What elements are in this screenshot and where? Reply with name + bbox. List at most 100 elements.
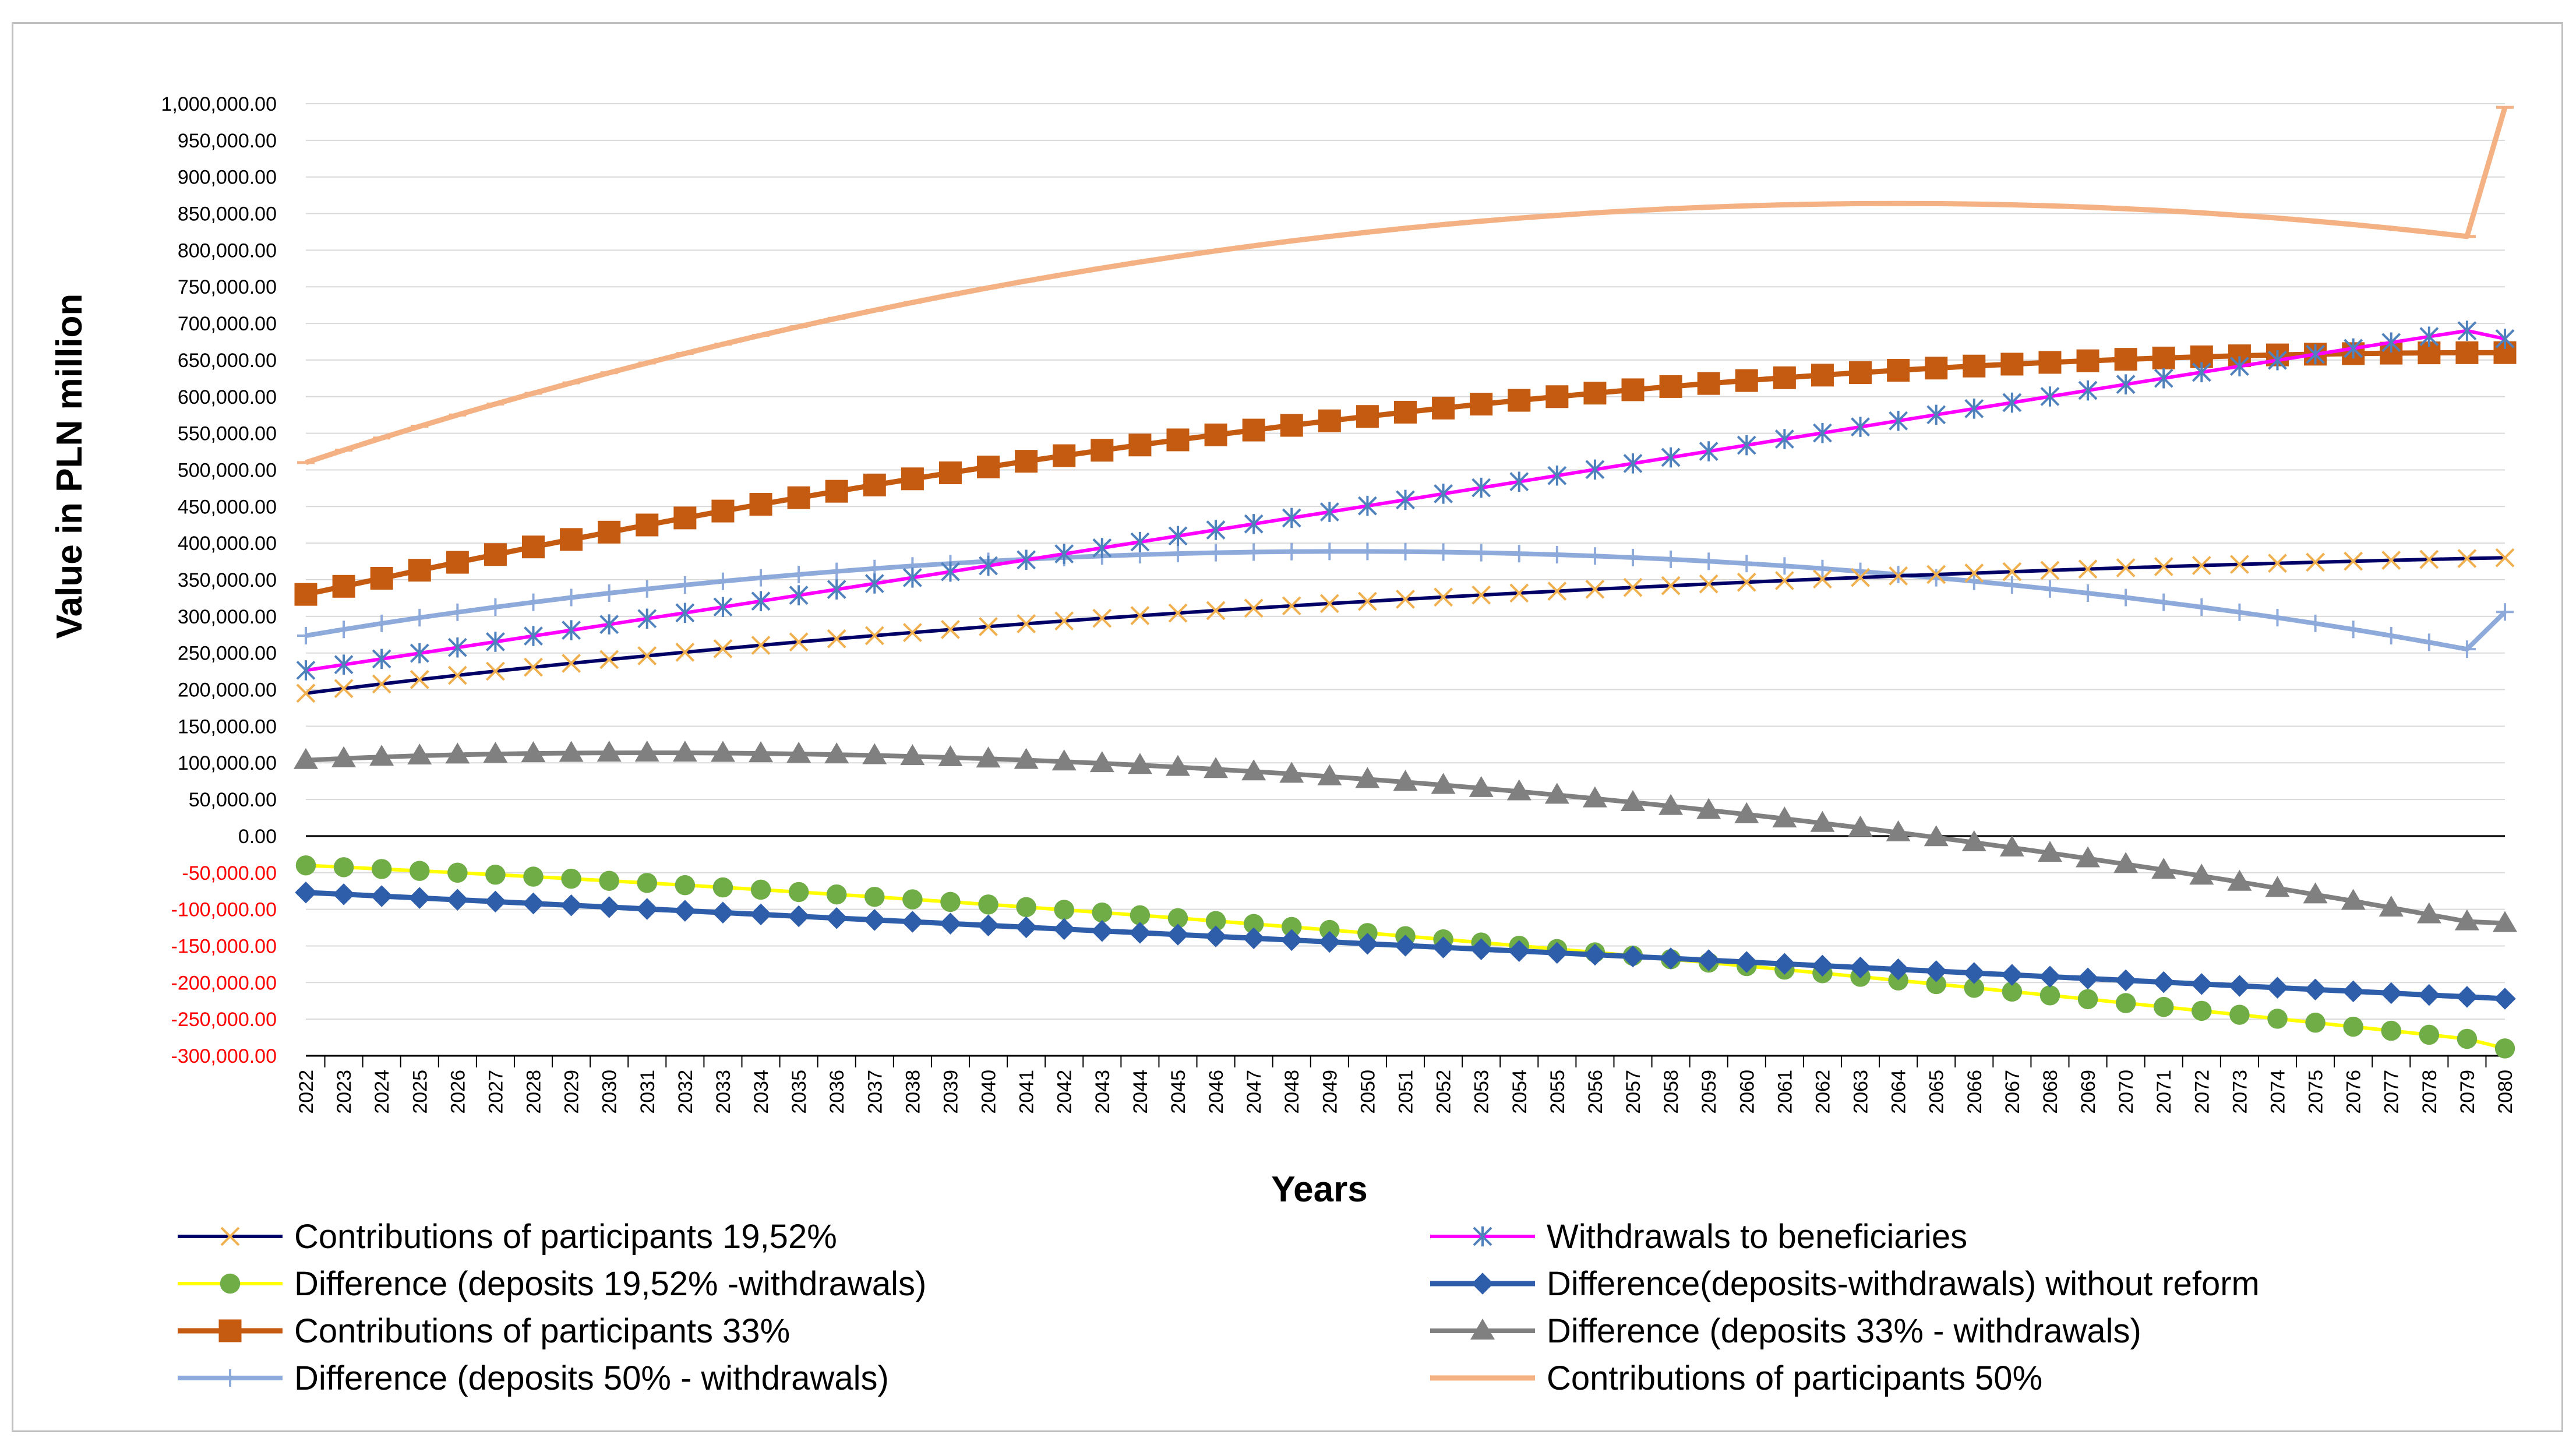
legend-label: Difference(deposits-withdrawals) without…: [1547, 1265, 2260, 1303]
data-point: [2266, 977, 2289, 999]
series-layer: [294, 105, 2517, 1059]
x-tick-label: 2065: [1926, 1070, 1948, 1114]
data-point: [1054, 900, 1074, 920]
data-point: [2381, 551, 2401, 570]
data-point: [1434, 587, 1453, 607]
data-point: [2457, 320, 2477, 341]
data-point: [1737, 572, 1756, 592]
data-point: [674, 900, 696, 922]
data-point: [1434, 484, 1453, 504]
data-point: [295, 881, 317, 904]
data-point: [1660, 947, 1682, 970]
data-point: [486, 598, 504, 616]
data-point: [1092, 538, 1112, 558]
data-point: [1662, 550, 1680, 568]
data-point: [1774, 429, 1794, 449]
data-point: [1279, 762, 1304, 783]
data-point: [408, 887, 431, 909]
x-tick-label: 2049: [1319, 1070, 1341, 1114]
data-point: [1129, 922, 1151, 944]
data-point: [2265, 876, 2290, 897]
x-tick-label: 2079: [2457, 1070, 2479, 1114]
data-point: [1508, 940, 1530, 963]
x-tick-label: 2055: [1547, 1070, 1569, 1114]
data-point: [1243, 927, 1265, 950]
data-point: [1054, 544, 1074, 564]
data-point: [2192, 556, 2211, 575]
data-point: [1735, 951, 1758, 973]
data-point: [410, 669, 429, 689]
y-tick-label: 550,000.00: [178, 423, 277, 445]
data-point: [2190, 973, 2213, 995]
y-tick-label: -150,000.00: [171, 935, 277, 957]
data-point: [1434, 543, 1452, 561]
data-point: [1169, 545, 1187, 563]
data-point: [977, 455, 1000, 478]
y-tick-label: 650,000.00: [178, 350, 277, 372]
x-tick-label: 2028: [523, 1070, 545, 1114]
data-point: [712, 877, 733, 898]
data-point: [294, 583, 317, 606]
data-point: [1851, 417, 1870, 437]
data-point: [1318, 409, 1341, 432]
data-point: [2268, 609, 2286, 627]
data-point: [1851, 568, 1870, 587]
data-point: [1165, 755, 1190, 776]
data-point: [1319, 502, 1339, 522]
data-point: [296, 660, 316, 681]
x-tick-label: 2071: [2153, 1070, 2175, 1114]
series-line: [305, 556, 2506, 695]
data-point: [1091, 919, 1113, 942]
data-point: [2303, 882, 2328, 904]
legend-marker: [220, 1273, 241, 1294]
data-point: [634, 741, 659, 762]
data-point: [2152, 346, 2175, 369]
data-point: [636, 513, 659, 537]
data-point: [599, 870, 619, 891]
series-6: [297, 542, 2514, 658]
data-point: [1696, 798, 1721, 819]
data-point: [449, 603, 467, 621]
data-point: [1014, 748, 1039, 769]
data-point: [295, 855, 316, 876]
data-point: [2342, 980, 2365, 1003]
data-point: [1961, 830, 1986, 851]
data-point: [2115, 993, 2136, 1013]
data-point: [1127, 753, 1152, 774]
data-point: [1621, 378, 1645, 401]
x-tick-label: 2040: [978, 1070, 1000, 1114]
x-tick-label: 2037: [864, 1070, 886, 1114]
data-point: [2495, 548, 2515, 568]
y-tick-label: 850,000.00: [178, 203, 277, 225]
x-tick-label: 2072: [2191, 1070, 2213, 1114]
data-point: [562, 653, 581, 673]
data-point: [2381, 332, 2401, 353]
y-tick-label: 150,000.00: [178, 716, 277, 738]
data-point: [1432, 396, 1455, 420]
legend-label: Withdrawals to beneficiaries: [1547, 1218, 1967, 1256]
data-point: [332, 575, 355, 598]
y-tick-label: 800,000.00: [178, 239, 277, 262]
data-point: [1661, 576, 1681, 595]
x-tick-label: 2058: [1660, 1070, 1682, 1114]
data-point: [2381, 1020, 2401, 1041]
y-tick-label: 700,000.00: [178, 313, 277, 335]
data-point: [1469, 776, 1494, 797]
x-tick-label: 2076: [2343, 1070, 2365, 1114]
data-point: [335, 621, 353, 639]
data-point: [407, 743, 432, 765]
data-point: [828, 562, 846, 580]
legend-item-4: Contributions of participants 33%: [178, 1312, 790, 1350]
data-point: [1773, 366, 1796, 389]
data-point: [447, 665, 467, 685]
x-tick-label: 2064: [1888, 1070, 1910, 1114]
data-point: [1583, 382, 1607, 405]
data-point: [1204, 423, 1227, 446]
data-point: [1089, 751, 1114, 773]
data-point: [1508, 389, 1531, 412]
data-point: [1319, 919, 1340, 940]
x-tick-label: 2052: [1433, 1070, 1455, 1114]
data-point: [522, 535, 545, 559]
data-point: [1585, 579, 1605, 599]
data-point: [2115, 969, 2137, 992]
